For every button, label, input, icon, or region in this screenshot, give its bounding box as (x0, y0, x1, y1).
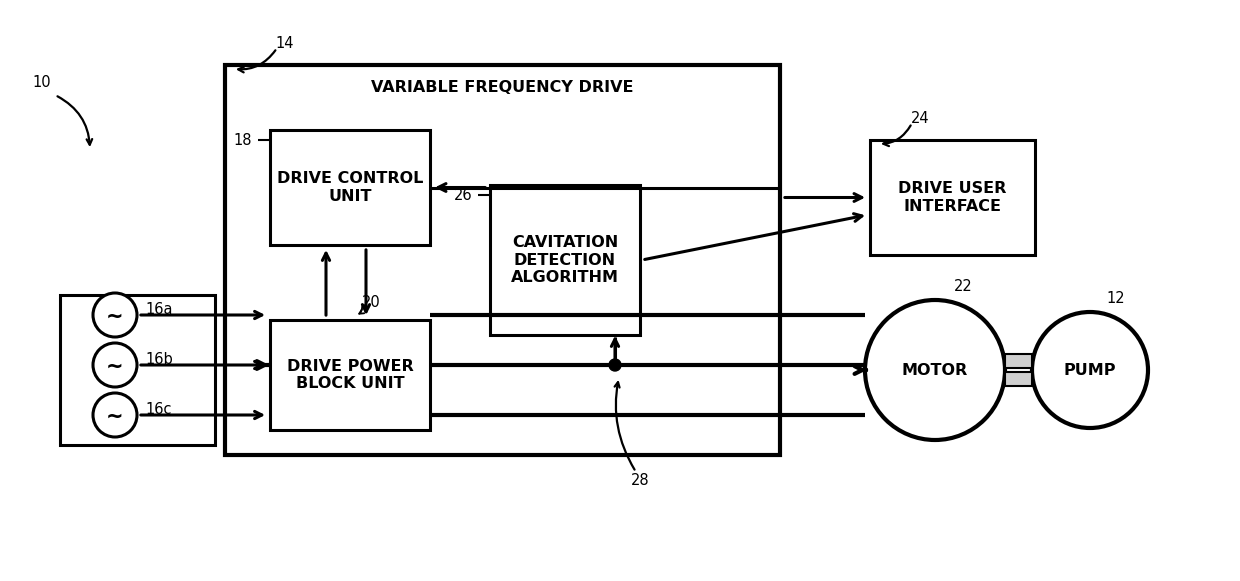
Text: ~: ~ (107, 357, 124, 377)
Bar (224, 65, 780, 455)
Circle shape (866, 300, 1004, 440)
Text: 22: 22 (954, 278, 972, 293)
Text: VARIABLE FREQUENCY DRIVE: VARIABLE FREQUENCY DRIVE (371, 80, 634, 95)
Text: 24: 24 (910, 110, 929, 125)
Text: DRIVE CONTROL
UNIT: DRIVE CONTROL UNIT (277, 171, 423, 204)
Text: 12: 12 (1106, 290, 1126, 306)
Circle shape (1032, 312, 1148, 428)
Bar (270, 130, 430, 245)
Bar (490, 185, 640, 335)
Text: CAVITATION
DETECTION
ALGORITHM: CAVITATION DETECTION ALGORITHM (511, 235, 619, 285)
Circle shape (93, 343, 136, 387)
Text: 20: 20 (362, 295, 381, 310)
Bar (270, 320, 430, 430)
Text: ~: ~ (107, 407, 124, 427)
Bar (1004, 372, 1032, 386)
Circle shape (93, 293, 136, 337)
Circle shape (93, 393, 136, 437)
Text: 18: 18 (233, 132, 252, 148)
Text: MOTOR: MOTOR (901, 363, 968, 378)
Text: 10: 10 (32, 74, 51, 89)
Text: 26: 26 (454, 188, 472, 203)
Text: PUMP: PUMP (1064, 363, 1116, 378)
Text: 28: 28 (631, 472, 650, 487)
Bar (870, 140, 1035, 255)
Text: 16a: 16a (145, 302, 172, 317)
Circle shape (609, 359, 621, 371)
Text: DRIVE POWER
BLOCK UNIT: DRIVE POWER BLOCK UNIT (286, 359, 413, 391)
Text: 16b: 16b (145, 352, 172, 367)
Bar (1004, 354, 1032, 368)
Text: 16c: 16c (145, 401, 171, 417)
Text: 14: 14 (275, 35, 294, 51)
Bar (60, 295, 215, 445)
Text: DRIVE USER
INTERFACE: DRIVE USER INTERFACE (898, 181, 1007, 214)
Text: ~: ~ (107, 307, 124, 327)
